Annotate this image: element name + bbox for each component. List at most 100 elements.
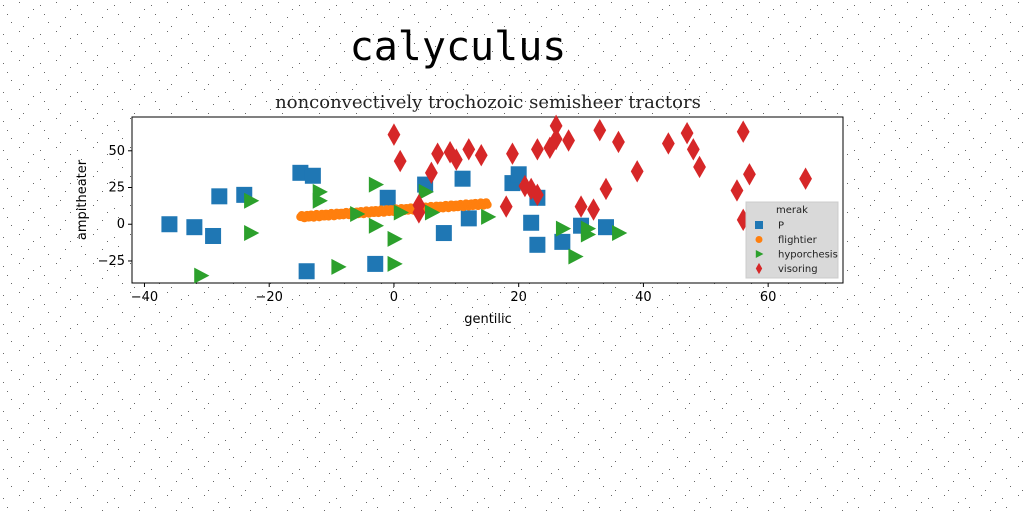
legend-item: hyporchesis [755, 250, 838, 261]
data-point [693, 155, 706, 179]
data-point [530, 138, 544, 161]
data-point [292, 164, 309, 181]
y-tick-label: −25 [98, 254, 125, 269]
data-point [312, 192, 328, 209]
legend-item: visoring [755, 262, 818, 275]
y-tick-label: 50 [108, 144, 125, 159]
data-point [529, 236, 546, 253]
data-point [483, 200, 492, 209]
data-point [424, 204, 441, 221]
data-point [418, 183, 434, 200]
legend-swatch [755, 250, 764, 258]
data-point [211, 188, 228, 205]
x-tick-label: −40 [131, 290, 158, 305]
y-axis-label: ampitheater [75, 159, 90, 240]
data-point [244, 192, 260, 209]
data-point [686, 138, 700, 161]
series-hyporchesis [194, 176, 628, 284]
x-tick-label: 0 [390, 290, 398, 305]
legend-label: flightier [778, 235, 818, 246]
data-point [368, 217, 385, 234]
data-point [186, 219, 203, 236]
data-point [387, 255, 403, 272]
data-point [462, 138, 476, 161]
legend-item: P [755, 221, 784, 232]
data-point [680, 121, 694, 145]
data-point [454, 170, 471, 187]
series-visoring [387, 114, 812, 232]
legend-label: hyporchesis [778, 250, 838, 261]
data-point [194, 267, 210, 284]
data-point [568, 248, 584, 265]
data-point [393, 204, 409, 221]
data-point [424, 161, 438, 185]
data-point [368, 176, 385, 193]
data-point [350, 205, 366, 222]
data-point [593, 119, 607, 142]
chart-title: nonconvectively trochozoic semisheer tra… [275, 92, 701, 113]
x-tick-label: −20 [255, 290, 282, 305]
x-tick-label: 60 [760, 290, 777, 305]
data-point [474, 143, 488, 167]
data-point [574, 195, 588, 218]
data-point [562, 129, 575, 152]
legend-title: merak [776, 205, 808, 216]
data-point [549, 127, 563, 151]
data-point [555, 220, 572, 237]
data-point [393, 149, 407, 173]
data-point [298, 263, 315, 280]
data-point [431, 142, 445, 165]
legend-label: visoring [778, 264, 818, 275]
legend-swatch [755, 221, 763, 229]
y-tick-label: 25 [108, 181, 125, 196]
y-tick-label: 0 [117, 217, 125, 232]
data-point [580, 220, 597, 237]
data-point [612, 130, 625, 154]
data-point [510, 166, 527, 183]
data-point [630, 160, 644, 183]
data-point [304, 167, 321, 184]
data-point [598, 219, 614, 236]
data-point [161, 216, 178, 233]
data-point [554, 233, 571, 250]
data-point [612, 225, 628, 242]
data-point [730, 179, 744, 202]
legend-label: P [778, 221, 784, 232]
x-tick-label: 40 [635, 290, 652, 305]
x-axis: −40 −20 0 20 40 60 [131, 283, 777, 305]
legend-item: flightier [755, 235, 818, 246]
x-tick-label: 20 [510, 290, 527, 305]
data-point [412, 193, 426, 217]
data-point [587, 198, 600, 221]
data-point [435, 225, 452, 242]
chart-marks [161, 114, 812, 284]
data-point [205, 227, 222, 244]
data-point [530, 183, 544, 207]
data-point [481, 208, 497, 225]
data-point [387, 230, 403, 247]
data-point [244, 225, 260, 242]
data-point [331, 258, 347, 275]
data-point [460, 210, 477, 227]
legend-swatch [755, 236, 763, 243]
data-point [799, 167, 812, 190]
x-axis-label: gentilic [464, 312, 512, 327]
figure-suptitle: calyculus [350, 24, 567, 70]
data-point [743, 163, 756, 186]
data-point [387, 123, 401, 146]
data-point [524, 177, 538, 201]
data-point [499, 195, 513, 218]
series-P [161, 164, 614, 280]
data-point [379, 189, 396, 206]
data-point [367, 255, 384, 272]
data-point [449, 148, 463, 171]
data-point [523, 214, 540, 231]
legend-swatch [755, 262, 763, 275]
data-point [736, 120, 750, 143]
data-point [661, 132, 675, 155]
data-point [506, 142, 519, 165]
data-point [599, 177, 613, 201]
y-axis: −25 0 25 50 [98, 144, 132, 269]
